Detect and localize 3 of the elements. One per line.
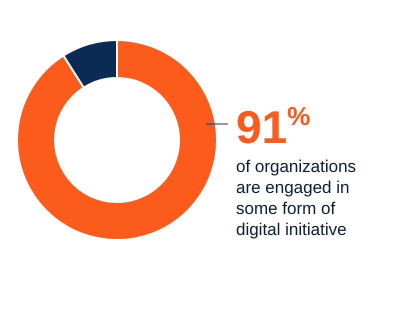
data-label: 91$^{%}$ <box>236 100 310 153</box>
donut-slice <box>16 39 218 241</box>
text: of organizations are engaged in some form of digital initiative <box>236 157 356 239</box>
